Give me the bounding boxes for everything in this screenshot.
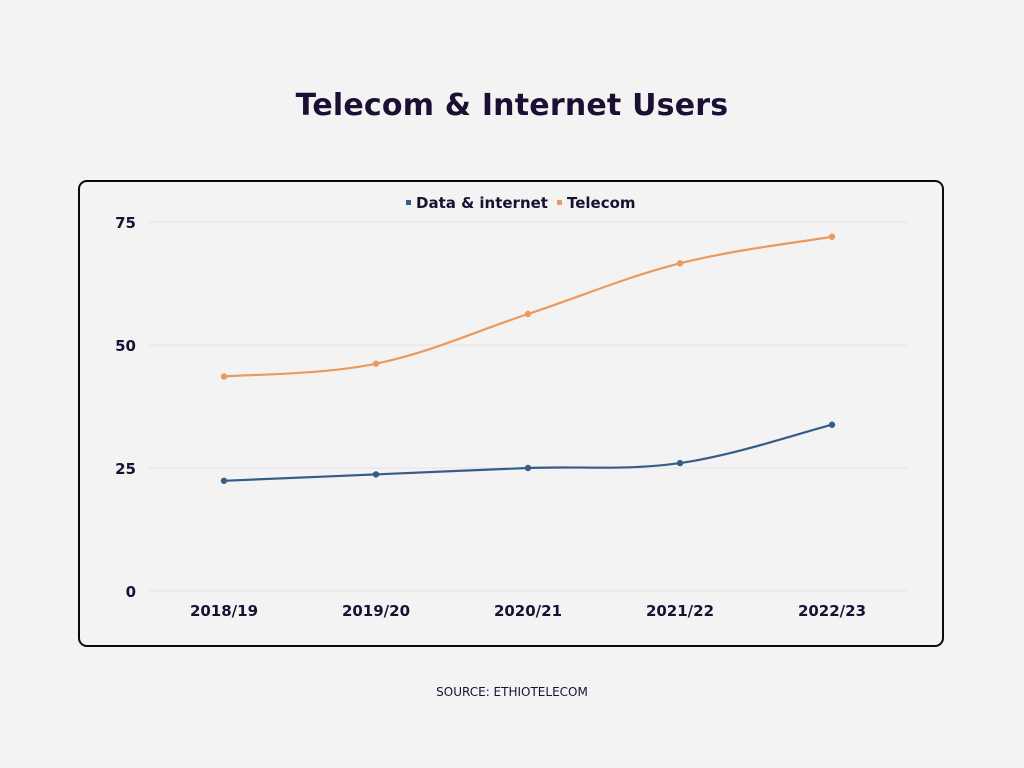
y-tick-label: 0	[126, 583, 136, 601]
data-point-data-internet	[828, 421, 836, 428]
series-line-data-internet	[223, 423, 833, 482]
legend-label: Telecom	[567, 194, 636, 212]
source-note: SOURCE: ETHIOTELECOM	[436, 685, 588, 699]
data-point-telecom	[828, 233, 836, 240]
x-tick-label: 2020/21	[494, 602, 562, 620]
x-axis-ticks: 2018/19 2019/20 2020/21 2021/22 2022/23	[190, 602, 866, 620]
legend-label: Data & internet	[416, 194, 548, 212]
gridlines	[148, 221, 908, 592]
chart-card: 0 25 50 75 2018/19 2019/20 2020/21 2021/22 2022…	[78, 180, 944, 647]
data-point-data-internet	[372, 471, 380, 478]
legend-swatch	[406, 200, 411, 205]
x-tick-label: 2022/23	[798, 602, 866, 620]
data-point-telecom	[220, 373, 228, 380]
data-point-telecom	[524, 310, 532, 318]
x-tick-label: 2018/19	[190, 602, 258, 620]
legend: Data & internet Telecom	[406, 194, 636, 212]
chart-title: Telecom & Internet Users	[295, 88, 729, 123]
data-point-telecom	[372, 360, 380, 367]
data-point-data-internet	[676, 459, 684, 467]
y-tick-label: 50	[115, 337, 136, 355]
data-point-data-internet	[524, 464, 532, 472]
y-tick-label: 25	[115, 460, 136, 478]
series-lines	[220, 233, 836, 484]
legend-item-data-internet: Data & internet	[406, 194, 548, 212]
data-point-telecom	[676, 260, 684, 267]
y-tick-label: 75	[115, 214, 136, 232]
legend-swatch	[557, 200, 562, 205]
x-tick-label: 2021/22	[646, 602, 714, 620]
data-point-data-internet	[220, 477, 228, 484]
x-tick-label: 2019/20	[342, 602, 410, 620]
series-line-telecom	[223, 235, 833, 378]
legend-item-telecom: Telecom	[557, 194, 636, 212]
y-axis-ticks: 0 25 50 75	[115, 214, 136, 601]
line-chart: 0 25 50 75 2018/19 2019/20 2020/21 2021/22 2022…	[115, 194, 908, 620]
